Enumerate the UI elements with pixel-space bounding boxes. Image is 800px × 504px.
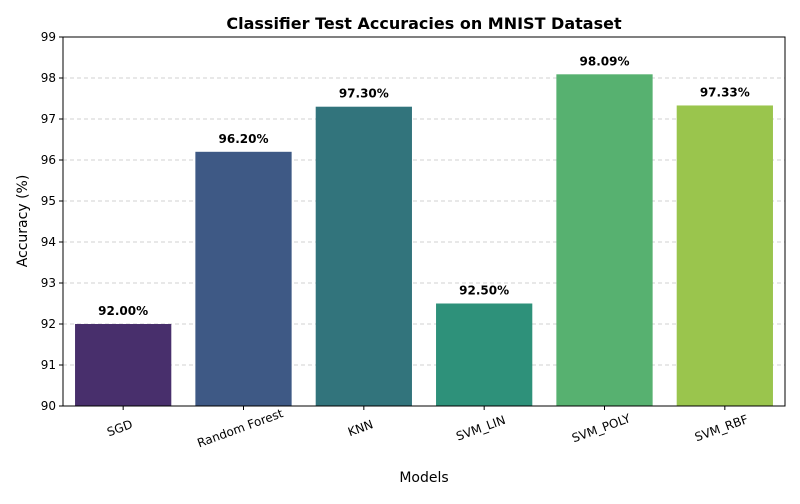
y-tick-label: 98 <box>41 71 56 85</box>
x-tick-label: KNN <box>346 417 375 439</box>
bars <box>75 74 773 406</box>
bar-sgd <box>75 324 172 406</box>
x-tick-label: SVM_LIN <box>454 413 507 444</box>
data-label: 92.00% <box>98 304 148 318</box>
x-axis-label: Models <box>399 470 448 486</box>
plot-frame <box>62 36 786 407</box>
y-tick-label: 97 <box>41 112 56 126</box>
y-tick-label: 94 <box>41 235 56 249</box>
y-tick-label: 96 <box>41 153 56 167</box>
x-ticks: SGD Random Forest KNN SVM_LIN SVM_POLY SVM_RB… <box>105 406 750 450</box>
data-label: 97.33% <box>700 85 750 99</box>
y-tick-label: 90 <box>41 399 56 413</box>
bar-knn <box>315 106 412 406</box>
y-tick-label: 92 <box>41 317 56 331</box>
grid-lines <box>63 77 785 366</box>
y-tick-label: 99 <box>41 30 56 44</box>
bar-random-forest <box>195 151 292 406</box>
bar-svm-rbf <box>676 105 773 406</box>
y-axis-label: Accuracy (%) <box>15 175 31 268</box>
axes <box>62 36 786 407</box>
data-label: 96.20% <box>219 132 269 146</box>
data-labels: 92.00% 96.20% 97.30% 92.50% 98.09% 97.33% <box>98 54 750 318</box>
data-label: 92.50% <box>459 284 509 298</box>
x-tick-label: SVM_RBF <box>693 412 750 444</box>
x-tick-label: SVM_POLY <box>570 411 633 445</box>
x-tick-label: Random Forest <box>195 406 285 450</box>
chart-title: Classifier Test Accuracies on MNIST Data… <box>226 14 622 33</box>
data-label: 98.09% <box>580 54 630 68</box>
y-tick-label: 95 <box>41 194 56 208</box>
y-tick-label: 91 <box>41 358 56 372</box>
x-tick-label: SGD <box>105 417 134 439</box>
bar-svm-poly <box>556 74 653 406</box>
y-tick-label: 93 <box>41 276 56 290</box>
y-ticks: 90 91 92 93 94 95 96 97 98 99 <box>41 30 63 413</box>
data-label: 97.30% <box>339 87 389 101</box>
bar-svm-lin <box>436 303 533 406</box>
